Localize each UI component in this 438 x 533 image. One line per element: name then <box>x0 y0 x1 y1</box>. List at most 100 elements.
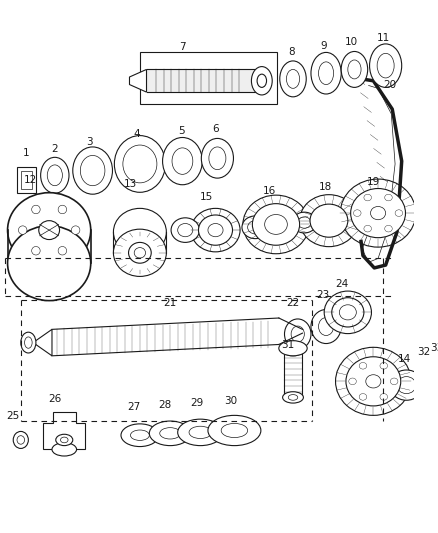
Ellipse shape <box>134 248 145 258</box>
Text: 19: 19 <box>367 176 380 187</box>
Ellipse shape <box>346 357 401 406</box>
Text: 23: 23 <box>317 290 330 300</box>
Ellipse shape <box>242 216 268 239</box>
Ellipse shape <box>310 204 348 237</box>
Ellipse shape <box>114 135 166 192</box>
Text: 9: 9 <box>320 41 327 51</box>
Text: 31: 31 <box>282 340 295 350</box>
Bar <box>17 167 36 193</box>
Ellipse shape <box>283 344 304 356</box>
Ellipse shape <box>58 205 67 214</box>
Ellipse shape <box>171 218 199 243</box>
Text: 32: 32 <box>417 347 430 357</box>
Polygon shape <box>130 69 146 92</box>
Ellipse shape <box>160 427 180 439</box>
Ellipse shape <box>380 362 388 369</box>
Ellipse shape <box>311 52 341 94</box>
Ellipse shape <box>285 319 311 349</box>
Ellipse shape <box>21 332 36 353</box>
Ellipse shape <box>209 147 226 169</box>
Ellipse shape <box>32 205 40 214</box>
Text: 33: 33 <box>430 343 438 353</box>
Ellipse shape <box>58 246 67 255</box>
Ellipse shape <box>25 337 32 348</box>
Ellipse shape <box>121 424 159 447</box>
Ellipse shape <box>80 156 105 185</box>
Bar <box>140 52 277 104</box>
Ellipse shape <box>113 208 166 256</box>
Ellipse shape <box>113 229 166 277</box>
Text: 22: 22 <box>286 297 300 308</box>
Ellipse shape <box>377 53 394 78</box>
Ellipse shape <box>366 375 381 388</box>
Ellipse shape <box>318 318 334 335</box>
Ellipse shape <box>339 305 357 320</box>
Ellipse shape <box>298 217 311 228</box>
Text: 4: 4 <box>134 130 140 139</box>
Polygon shape <box>7 230 91 263</box>
Text: 14: 14 <box>398 354 411 365</box>
Ellipse shape <box>252 204 300 245</box>
Ellipse shape <box>18 226 27 235</box>
Bar <box>21 171 32 189</box>
Ellipse shape <box>292 212 317 233</box>
Text: 7: 7 <box>179 43 186 52</box>
Ellipse shape <box>336 348 411 415</box>
Ellipse shape <box>389 370 424 400</box>
Ellipse shape <box>7 226 91 301</box>
Text: 13: 13 <box>124 179 137 189</box>
Ellipse shape <box>380 393 388 400</box>
Ellipse shape <box>221 423 247 438</box>
Ellipse shape <box>318 62 334 85</box>
Text: 5: 5 <box>178 126 185 135</box>
Ellipse shape <box>370 44 402 87</box>
Text: 28: 28 <box>158 400 171 410</box>
Ellipse shape <box>257 74 267 87</box>
Text: 30: 30 <box>224 396 237 406</box>
Ellipse shape <box>208 415 261 446</box>
Text: 10: 10 <box>345 37 358 47</box>
Ellipse shape <box>162 138 202 185</box>
Text: 26: 26 <box>48 394 61 404</box>
Ellipse shape <box>283 392 304 403</box>
Ellipse shape <box>279 341 307 356</box>
Ellipse shape <box>390 378 398 385</box>
Ellipse shape <box>247 221 263 234</box>
Ellipse shape <box>47 165 62 185</box>
Ellipse shape <box>172 148 193 174</box>
Ellipse shape <box>41 157 69 193</box>
Ellipse shape <box>359 393 367 400</box>
Ellipse shape <box>397 377 416 394</box>
Ellipse shape <box>359 362 367 369</box>
Ellipse shape <box>178 419 223 446</box>
Ellipse shape <box>341 52 367 87</box>
Ellipse shape <box>17 435 25 444</box>
Ellipse shape <box>131 430 149 440</box>
Ellipse shape <box>351 189 406 238</box>
Ellipse shape <box>39 221 60 239</box>
Ellipse shape <box>324 291 371 334</box>
Text: 21: 21 <box>163 297 177 308</box>
Ellipse shape <box>189 426 212 439</box>
Ellipse shape <box>265 214 287 235</box>
Ellipse shape <box>73 147 113 194</box>
Text: 1: 1 <box>23 148 30 158</box>
Ellipse shape <box>291 326 304 342</box>
Polygon shape <box>43 411 85 449</box>
Text: 2: 2 <box>52 143 58 154</box>
Ellipse shape <box>348 60 361 79</box>
Ellipse shape <box>208 223 223 237</box>
Ellipse shape <box>178 223 193 237</box>
Text: 20: 20 <box>383 80 396 90</box>
Ellipse shape <box>198 215 233 245</box>
Text: 8: 8 <box>288 47 294 57</box>
Ellipse shape <box>123 145 157 183</box>
Text: 15: 15 <box>199 192 213 202</box>
Ellipse shape <box>128 243 151 263</box>
Text: 24: 24 <box>336 279 349 289</box>
Text: 11: 11 <box>377 33 390 43</box>
Ellipse shape <box>201 139 233 178</box>
Text: 16: 16 <box>263 186 276 196</box>
Text: 18: 18 <box>318 182 332 192</box>
Ellipse shape <box>353 210 361 216</box>
